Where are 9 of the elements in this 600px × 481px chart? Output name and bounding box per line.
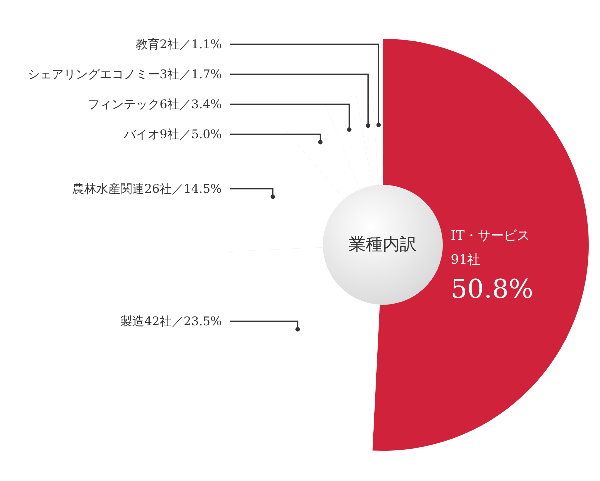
data-label: 91社 50.8% [451,253,534,305]
slice-label: IT・サービス [451,229,530,244]
slice-label: バイオ9社／5.0% [122,127,222,142]
slice-label: 製造42社／23.5% [120,314,222,329]
slice-label: シェアリングエコノミー3社／1.7% [28,67,222,82]
slice-label: フィンテック6社／3.4% [88,97,222,112]
slice-label: 農林水産関連26社／14.5% [72,182,222,196]
slice-label: 教育2社／1.1% [136,37,222,52]
text: 業種内訳 [349,235,417,255]
